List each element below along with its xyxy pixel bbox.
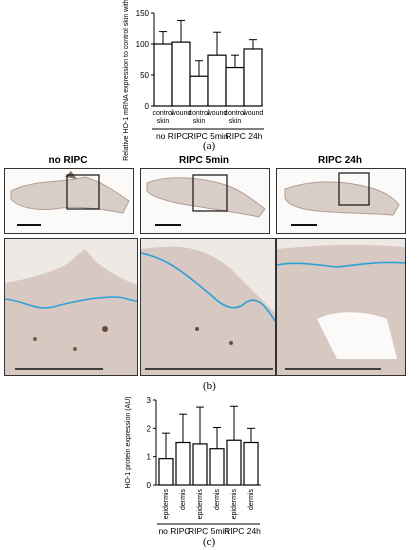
- x-tick-label: epidermis: [231, 489, 238, 520]
- x-tick-label: control: [152, 110, 173, 117]
- group-label: no RIPC: [156, 131, 188, 141]
- group-label: no RIPC: [158, 526, 190, 536]
- y-axis-title: HO-1 protein expression (AU): [125, 396, 132, 488]
- bar: [243, 48, 263, 107]
- y-tick-label: 0: [145, 102, 150, 111]
- y-tick-label: 50: [140, 71, 149, 80]
- y-tick-label: 1: [147, 453, 152, 462]
- bar: [175, 441, 191, 486]
- protein-bar-chart: 0 1 2 3 HO-1 protein expression (AU) epidermi…: [125, 396, 261, 536]
- mrna-bar-chart: 0 50 100 150 Relative HO-1 mRNA expression t…: [123, 0, 264, 161]
- panel-b-title-3: RIPC 24h: [318, 155, 362, 166]
- x-tick-label: skin: [157, 118, 170, 125]
- y-tick-label: 150: [136, 9, 150, 18]
- bar: [226, 439, 242, 486]
- zoom-image-ripc-5min: [140, 238, 276, 376]
- x-tick-label: wound: [170, 110, 192, 117]
- bar: [207, 54, 227, 107]
- panel-label-b: (b): [203, 380, 216, 392]
- group-label: RIPC 5min: [188, 526, 229, 536]
- panel-label-a: (a): [203, 140, 216, 152]
- x-tick-label: skin: [193, 118, 206, 125]
- y-tick-label: 2: [147, 424, 152, 433]
- group-label: RIPC 24h: [226, 131, 263, 141]
- y-tick-label: 100: [136, 40, 150, 49]
- x-tick-label: dermis: [248, 489, 255, 511]
- overview-image-no-ripc: [4, 168, 134, 234]
- y-tick-label: 0: [147, 481, 152, 490]
- x-tick-label: control: [188, 110, 209, 117]
- bar: [243, 441, 259, 486]
- group-label: RIPC 24h: [224, 526, 261, 536]
- x-tick-label: dermis: [214, 489, 221, 511]
- overview-image-ripc-5min: [140, 168, 270, 234]
- group-label: RIPC 5min: [187, 131, 228, 141]
- zoom-image-no-ripc: [4, 238, 138, 376]
- x-tick-label: wound: [242, 110, 264, 117]
- overview-image-ripc-24h: [276, 168, 406, 234]
- bar: [192, 443, 208, 486]
- x-tick-label: dermis: [180, 489, 187, 511]
- x-tick-label: epidermis: [163, 489, 170, 520]
- x-tick-label: epidermis: [197, 489, 204, 520]
- panel-b-title-2: RIPC 5min: [178, 155, 229, 166]
- x-tick-label: control: [224, 110, 245, 117]
- zoom-image-ripc-24h: [276, 238, 406, 376]
- y-tick-label: 3: [147, 396, 152, 405]
- panel-label-c: (c): [203, 536, 216, 548]
- bar: [189, 75, 209, 107]
- x-tick-label: wound: [206, 110, 228, 117]
- bar: [225, 66, 245, 107]
- x-tick-label: skin: [229, 118, 242, 125]
- bar: [158, 458, 174, 486]
- y-axis-title: Relative HO-1 mRNA expression to control…: [123, 0, 130, 161]
- bar: [153, 43, 173, 107]
- bar: [209, 448, 225, 486]
- panel-b-title-1: no RIPC: [48, 155, 88, 166]
- bar: [171, 41, 191, 107]
